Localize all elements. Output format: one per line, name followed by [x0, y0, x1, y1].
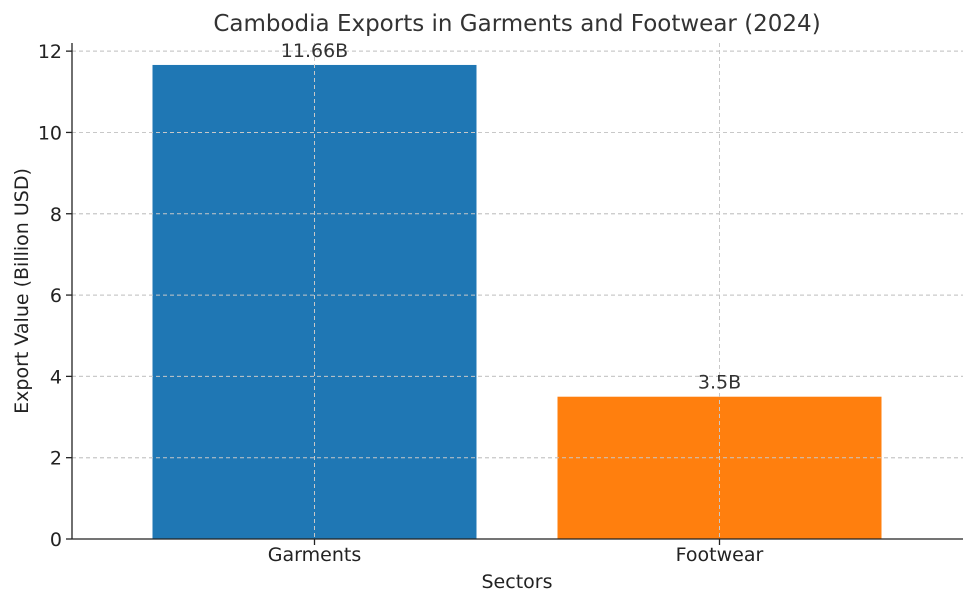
y-tick-label: 0 [50, 529, 62, 551]
data-label: 11.66B [281, 40, 348, 62]
y-tick-label: 8 [50, 204, 62, 226]
y-tick-label: 6 [50, 285, 62, 307]
axes [71, 43, 963, 540]
y-tick-label: 12 [38, 41, 62, 63]
data-label: 3.5B [698, 372, 741, 394]
bars [72, 43, 963, 540]
x-ticks: Garments Footwear [268, 539, 764, 566]
y-axis-label: Export Value (Billion USD) [11, 168, 33, 414]
x-tick-label: Footwear [676, 544, 764, 566]
y-tick-label: 10 [38, 122, 62, 144]
bar-footwear [557, 396, 882, 539]
chart-title: Cambodia Exports in Garments and Footwea… [213, 11, 820, 37]
y-ticks: 0 2 4 6 8 10 12 [38, 41, 72, 551]
y-tick-label: 2 [50, 448, 62, 470]
x-tick-label: Garments [268, 544, 361, 566]
x-axis-label: Sectors [482, 571, 553, 593]
data-labels: 11.66B 3.5B [281, 40, 741, 394]
y-tick-label: 4 [50, 366, 62, 388]
